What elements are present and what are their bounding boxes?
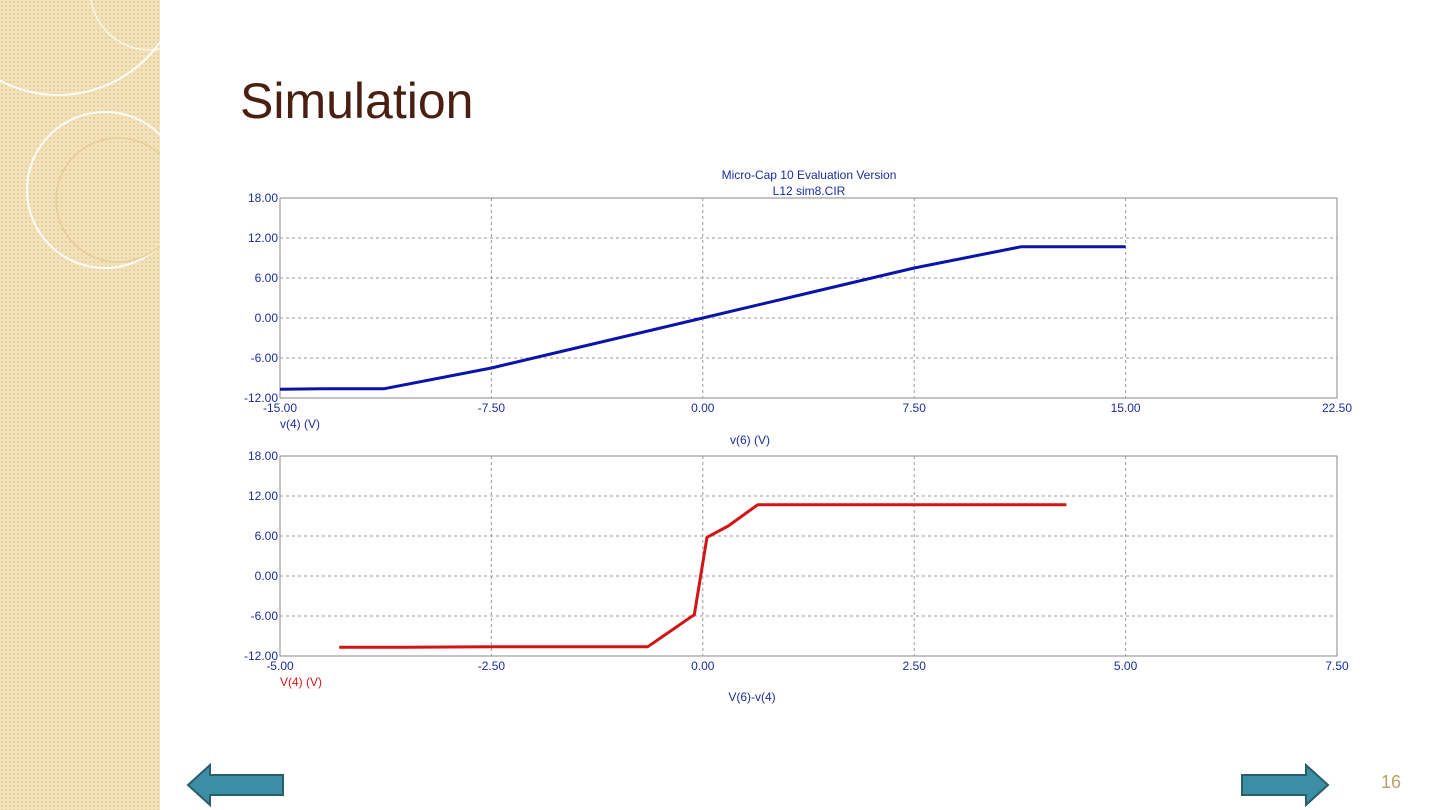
chart2-x-tick-label: -2.50 bbox=[478, 659, 506, 673]
chart1-x-tick-label: 0.00 bbox=[691, 401, 715, 415]
chart1-y-axis-label: v(4) (V) bbox=[280, 417, 320, 431]
chart2-y-tick-label: -12.00 bbox=[244, 649, 278, 663]
chart1-x-tick-label: 7.50 bbox=[903, 401, 927, 415]
chart1-series-line bbox=[279, 245, 1126, 391]
chart1-x-axis-label: v(6) (V) bbox=[730, 433, 770, 447]
chart-header-line2: L12 sim8.CIR bbox=[773, 184, 846, 198]
chart2-y-tick-label: -6.00 bbox=[251, 609, 279, 623]
chart1-x-tick-label: 22.50 bbox=[1322, 401, 1352, 415]
chart2-x-tick-label: 0.00 bbox=[691, 659, 715, 673]
chart1-y-tick-label: 18.00 bbox=[248, 191, 278, 205]
chart2-x-tick-label: -5.00 bbox=[266, 659, 294, 673]
chart2-x-axis-label: V(6)-v(4) bbox=[728, 690, 775, 704]
chart1-x-tick-label: -7.50 bbox=[478, 401, 506, 415]
chart1-y-tick-label: 12.00 bbox=[248, 231, 278, 245]
page-number: 16 bbox=[1380, 772, 1402, 792]
chart1-x-tick-label: -15.00 bbox=[263, 401, 297, 415]
chart1-y-tick-label: 6.00 bbox=[255, 271, 279, 285]
chart2-y-tick-label: 12.00 bbox=[248, 489, 278, 503]
chart2-x-tick-label: 7.50 bbox=[1325, 659, 1349, 673]
chart2-y-tick-label: 18.00 bbox=[248, 449, 278, 463]
chart1-y-tick-label: -6.00 bbox=[251, 351, 279, 365]
chart2-x-tick-label: 2.50 bbox=[903, 659, 927, 673]
sidebar-swirl-decoration bbox=[0, 0, 160, 269]
decorative-sidebar bbox=[0, 0, 160, 810]
chart1-y-tick-label: 0.00 bbox=[255, 311, 279, 325]
chart-header-line1: Micro-Cap 10 Evaluation Version bbox=[722, 168, 897, 182]
chart2-series-line bbox=[339, 503, 1067, 649]
slide-title: Simulation bbox=[240, 73, 474, 129]
chart2-plot-frame bbox=[279, 455, 1338, 657]
chart1-x-tick-label: 15.00 bbox=[1111, 401, 1141, 415]
chart2-x-tick-label: 5.00 bbox=[1114, 659, 1138, 673]
chart2-y-axis-label: V(4) (V) bbox=[280, 675, 322, 689]
arrow-right-icon[interactable] bbox=[1240, 763, 1330, 807]
chart2-y-tick-label: 0.00 bbox=[255, 569, 279, 583]
arrow-left-icon[interactable] bbox=[186, 763, 286, 807]
chart1-plot-frame bbox=[279, 197, 1338, 399]
chart2-y-tick-label: 6.00 bbox=[255, 529, 279, 543]
chart1-y-tick-label: -12.00 bbox=[244, 391, 278, 405]
